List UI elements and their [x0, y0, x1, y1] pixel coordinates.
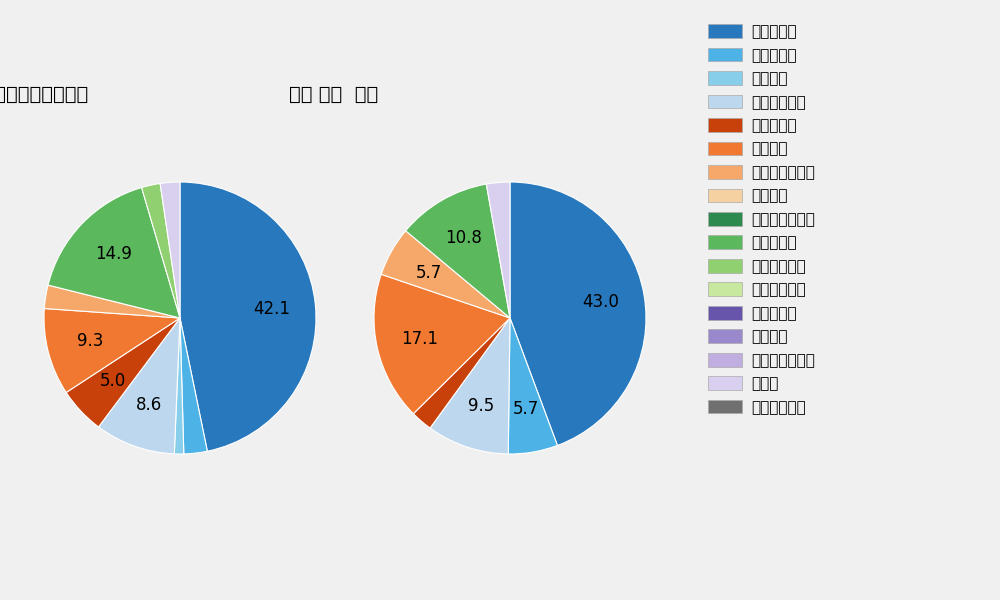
Text: 9.5: 9.5	[468, 397, 494, 415]
Text: 9.3: 9.3	[77, 332, 104, 350]
Wedge shape	[180, 182, 316, 451]
Text: 42.1: 42.1	[254, 299, 291, 317]
Text: 角中 勝也  選手: 角中 勝也 選手	[289, 85, 378, 104]
Text: 5.7: 5.7	[513, 400, 539, 418]
Legend: ストレート, ツーシーム, シュート, カットボール, スプリット, フォーク, チェンジアップ, シンカー, 高速スライダー, スライダー, 縦スライダー, : ストレート, ツーシーム, シュート, カットボール, スプリット, フォーク,…	[704, 20, 819, 419]
Wedge shape	[174, 318, 184, 454]
Wedge shape	[510, 182, 646, 445]
Wedge shape	[44, 308, 180, 392]
Wedge shape	[508, 318, 557, 454]
Text: 14.9: 14.9	[95, 245, 132, 263]
Wedge shape	[66, 318, 180, 427]
Wedge shape	[180, 318, 207, 454]
Wedge shape	[160, 182, 180, 318]
Wedge shape	[48, 188, 180, 318]
Wedge shape	[486, 182, 510, 318]
Text: 5.0: 5.0	[99, 373, 126, 391]
Wedge shape	[374, 274, 510, 413]
Text: パ・リーグ全プレイヤー: パ・リーグ全プレイヤー	[0, 85, 88, 104]
Wedge shape	[99, 318, 180, 454]
Text: 43.0: 43.0	[583, 293, 619, 311]
Wedge shape	[44, 285, 180, 318]
Text: 5.7: 5.7	[416, 264, 442, 282]
Wedge shape	[406, 184, 510, 318]
Wedge shape	[413, 318, 510, 428]
Wedge shape	[430, 318, 510, 454]
Wedge shape	[381, 231, 510, 318]
Text: 8.6: 8.6	[136, 396, 162, 414]
Text: 10.8: 10.8	[445, 229, 482, 247]
Wedge shape	[142, 184, 180, 318]
Text: 17.1: 17.1	[401, 330, 438, 348]
